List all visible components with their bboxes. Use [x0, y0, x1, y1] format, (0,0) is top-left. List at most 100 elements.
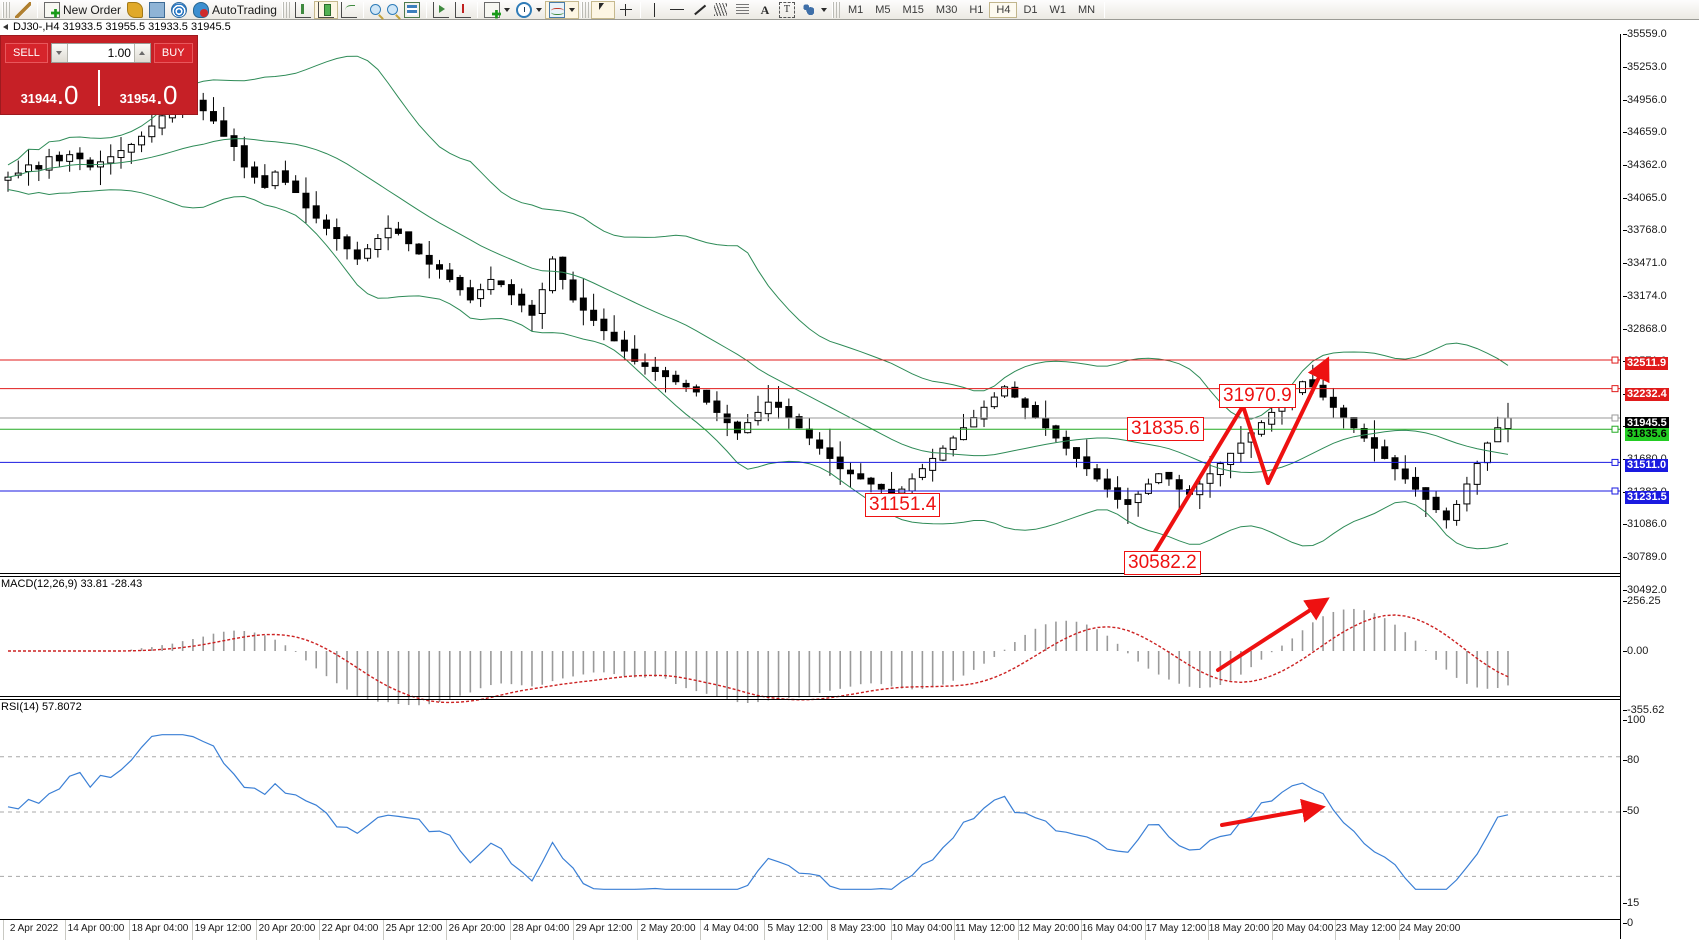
volume-input[interactable]: 1.00 [107, 46, 131, 60]
add-indicator-button[interactable] [481, 1, 513, 19]
period-separator-button[interactable] [452, 1, 474, 19]
toolbar-grip[interactable] [2, 1, 10, 18]
time-tick: 29 Apr 12:00 [575, 923, 633, 934]
timeframe-m5[interactable]: M5 [875, 3, 891, 16]
time-tick: 5 May 12:00 [767, 923, 823, 934]
chevron-down-icon[interactable] [503, 7, 510, 12]
time-axis-separator [129, 920, 130, 940]
cursor-button[interactable] [590, 0, 615, 19]
quote-divider [98, 70, 100, 106]
price-level-label[interactable]: 31231.5 [1625, 491, 1669, 504]
market-watch-button[interactable] [146, 1, 168, 19]
zoom-in-button[interactable] [367, 1, 384, 19]
chevron-down-icon-2[interactable] [535, 7, 542, 12]
time-axis-separator [319, 920, 320, 940]
price-tick: 33471.0 [1623, 257, 1667, 269]
time-axis-separator [510, 920, 511, 940]
chevron-down-icon-4[interactable] [820, 7, 827, 12]
chart-annotation[interactable]: 31835.6 [1127, 417, 1204, 441]
price-level-label[interactable]: 31945.5 [1625, 417, 1669, 430]
timeframe-m15[interactable]: M15 [902, 3, 924, 16]
period-clock-icon [515, 1, 532, 18]
price-level-label[interactable]: 32232.4 [1625, 388, 1669, 401]
price-tick: 30789.0 [1623, 551, 1667, 563]
zoom-out-button[interactable] [384, 1, 401, 19]
pencil-button[interactable] [12, 1, 34, 19]
ask-price[interactable]: 31954 .0 [100, 66, 197, 110]
fibonacci-button[interactable] [732, 1, 754, 19]
new-order-button[interactable]: New Order [41, 1, 124, 19]
time-tick: 24 May 20:00 [1399, 923, 1461, 934]
chart-annotation[interactable]: 31151.4 [865, 493, 941, 517]
text-button[interactable]: A [754, 1, 776, 19]
price-axis[interactable]: 35559.0 35253.0 34956.0 34659.0 34362.0 34065… [1620, 28, 1699, 939]
equidistant-channel-button[interactable] [710, 1, 732, 19]
chart-annotation[interactable]: 31970.9 [1219, 384, 1296, 408]
signals-button[interactable] [168, 1, 190, 19]
timeframe-mn[interactable]: MN [1078, 3, 1096, 16]
toolbar-separator-end [1104, 1, 1106, 18]
horizontal-line-icon [669, 2, 685, 18]
trendline-button[interactable] [688, 1, 710, 19]
autotrading-button[interactable]: AutoTrading [190, 1, 280, 19]
toolbar-separator-3 [425, 1, 427, 18]
candle-chart-button[interactable] [313, 0, 338, 19]
chart-area[interactable]: DJ30-,H4 31933.5 31955.5 31933.5 31945.5… [0, 20, 1699, 940]
chart-shift-button[interactable] [430, 1, 452, 19]
collapse-icon[interactable] [3, 24, 8, 30]
macd-chart-canvas[interactable] [0, 578, 1620, 706]
timeframe-h1[interactable]: H1 [969, 3, 984, 16]
timeframe-m1[interactable]: M1 [847, 3, 864, 16]
tile-windows-icon [403, 1, 420, 18]
price-level-label[interactable]: 32511.9 [1625, 357, 1669, 370]
bar-chart-icon [294, 1, 311, 18]
timeframe-m30[interactable]: M30 [935, 3, 958, 16]
bid-price-decimal: .0 [56, 80, 79, 110]
text-label-icon: T [778, 1, 795, 18]
crosshair-button[interactable] [615, 1, 637, 19]
chevron-down-icon-3[interactable] [568, 7, 575, 12]
indicator-tick: 100 [1623, 714, 1645, 726]
gold-button[interactable] [124, 1, 146, 19]
toolbar-grip-3[interactable] [580, 1, 589, 18]
autotrading-icon [193, 1, 210, 18]
time-tick: 10 May 04:00 [891, 923, 953, 934]
toolbar-grip-2[interactable] [281, 1, 290, 18]
tile-windows-button[interactable] [401, 1, 423, 19]
templates-button[interactable] [544, 0, 579, 19]
sell-button[interactable]: SELL [5, 43, 48, 63]
volume-increment[interactable] [133, 44, 150, 62]
line-chart-button[interactable] [338, 1, 360, 19]
bid-price[interactable]: 31944 .0 [1, 66, 98, 110]
time-axis-separator [891, 920, 892, 940]
text-icon: A [760, 2, 770, 17]
horizontal-line-button[interactable] [666, 1, 688, 19]
toolbar-grip-4[interactable] [831, 1, 840, 18]
indicator-tick: 0.00 [1623, 645, 1648, 657]
one-click-trading-panel[interactable]: SELL 1.00 BUY 31944 .0 31954 .0 [0, 35, 198, 115]
price-level-label[interactable]: 31835.6 [1625, 428, 1669, 441]
timeframe-d1[interactable]: D1 [1023, 3, 1038, 16]
price-level-label[interactable]: 31511.0 [1625, 459, 1669, 472]
buy-button[interactable]: BUY [153, 43, 193, 63]
vertical-line-button[interactable] [644, 1, 666, 19]
time-axis-separator [256, 920, 257, 940]
price-tick: 32868.0 [1623, 323, 1667, 335]
price-chart-canvas[interactable] [0, 34, 1620, 574]
time-axis[interactable]: 2 Apr 2022 14 Apr 00:00 18 Apr 04:00 19 Apr… [0, 919, 1620, 940]
period-clock-button[interactable] [513, 1, 545, 19]
trade-controls-row: SELL 1.00 BUY [1, 36, 197, 66]
ask-price-decimal: .0 [155, 80, 178, 110]
shapes-button[interactable] [798, 1, 830, 19]
chart-annotation[interactable]: 30582.2 [1124, 551, 1201, 575]
text-label-button[interactable]: T [776, 1, 798, 19]
line-chart-icon [340, 1, 357, 18]
bar-chart-button[interactable] [292, 1, 314, 19]
volume-decrement[interactable] [51, 44, 68, 62]
timeframe-w1[interactable]: W1 [1049, 3, 1067, 16]
timeframe-h4[interactable]: H4 [989, 1, 1018, 18]
rsi-chart-canvas[interactable] [0, 701, 1620, 919]
trendline-icon [691, 2, 707, 18]
volume-stepper[interactable]: 1.00 [50, 43, 151, 63]
price-tick: 30492.0 [1623, 584, 1667, 596]
